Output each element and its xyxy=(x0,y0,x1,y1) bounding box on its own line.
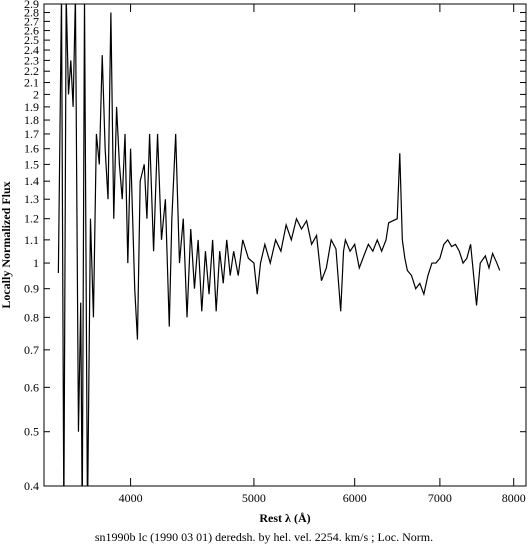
y-tick-label: 0.4 xyxy=(24,479,39,493)
y-tick-label: 1.9 xyxy=(24,100,39,114)
y-tick-label: 0.5 xyxy=(24,425,39,439)
y-tick-label: 2.8 xyxy=(24,6,39,20)
y-tick-label: 0.8 xyxy=(24,310,39,324)
y-tick-label: 1.1 xyxy=(24,233,39,247)
y-tick-label: 2.1 xyxy=(24,76,39,90)
y-tick-label: 2.4 xyxy=(24,43,39,57)
y-tick-label: 1.5 xyxy=(24,157,39,171)
y-tick-label: 0.9 xyxy=(24,282,39,296)
x-tick-label: 7000 xyxy=(428,491,452,505)
y-tick-label: 2 xyxy=(33,87,39,101)
y-tick-label: 2.2 xyxy=(24,64,39,78)
y-tick-label: 2.6 xyxy=(24,24,39,38)
y-tick-label: 2.9 xyxy=(24,0,39,11)
y-tick-label: 1.3 xyxy=(24,192,39,206)
y-axis-label: Locally Normalized Flux xyxy=(0,181,13,308)
y-tick-label: 1.6 xyxy=(24,142,39,156)
y-tick-label: 1.4 xyxy=(24,174,39,188)
y-tick-label: 0.6 xyxy=(24,380,39,394)
caption: sn1990b lc (1990 03 01) deredsh. by hel.… xyxy=(95,530,433,544)
spectrum-line xyxy=(57,4,501,486)
plot-frame xyxy=(43,3,527,487)
y-tick-label: 2.3 xyxy=(24,53,39,67)
x-tick-label: 4000 xyxy=(119,491,143,505)
y-tick-label: 0.7 xyxy=(24,343,39,357)
plot-area xyxy=(57,4,501,486)
y-tick-label: 1 xyxy=(33,256,39,270)
y-tick-label: 1.2 xyxy=(24,212,39,226)
y-tick-label: 2.5 xyxy=(24,33,39,47)
x-tick-label: 5000 xyxy=(242,491,266,505)
y-tick-label: 1.8 xyxy=(24,113,39,127)
x-axis-label: Rest λ (Å) xyxy=(259,511,310,525)
x-tick-label: 6000 xyxy=(343,491,367,505)
y-tick-label: 2.7 xyxy=(24,14,39,28)
x-tick-label: 8000 xyxy=(502,491,526,505)
y-tick-label: 1.7 xyxy=(24,127,39,141)
